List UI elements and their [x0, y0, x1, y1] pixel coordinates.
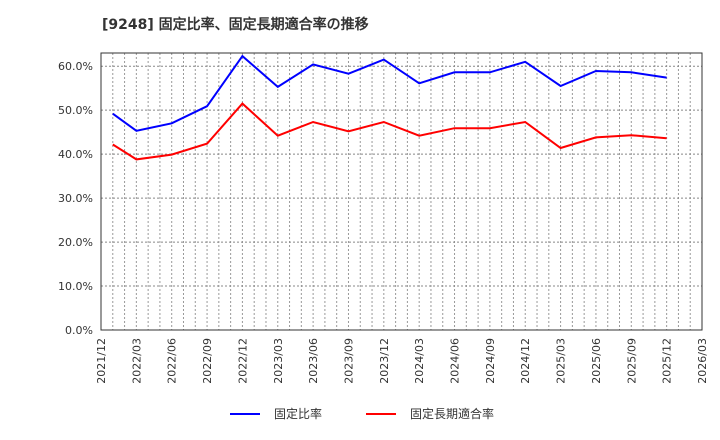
x-tick-label: 2025/09 [625, 338, 638, 384]
series-line-0 [112, 54, 667, 132]
series-line-1 [112, 102, 667, 161]
red-line-swatch-icon [366, 412, 396, 415]
x-tick-label: 2022/09 [201, 338, 214, 384]
x-tick-label: 2021/12 [95, 338, 108, 384]
x-tick-label: 2023/06 [307, 338, 320, 384]
y-tick-label: 50.0% [58, 104, 93, 117]
x-tick-label: 2023/09 [342, 338, 355, 384]
x-tick-label: 2022/03 [130, 338, 143, 384]
y-tick-label: 10.0% [58, 280, 93, 293]
legend-label: 固定長期適合率 [410, 407, 495, 421]
legend-item-fixed-long-term-ratio: 固定長期適合率 [366, 405, 494, 422]
y-tick-label: 60.0% [58, 60, 93, 73]
x-tick-label: 2024/12 [519, 338, 532, 384]
x-tick-label: 2024/06 [449, 338, 462, 384]
grid-lines [101, 53, 702, 330]
legend-item-fixed-ratio: 固定比率 [229, 405, 322, 422]
legend-label: 固定比率 [273, 407, 322, 421]
x-tick-label: 2025/03 [555, 338, 568, 384]
data-series [112, 54, 667, 161]
x-axis-ticks: 2021/12 2022/03 2022/06 2022/09 2022/12 2023/… [95, 338, 709, 384]
x-tick-label: 2022/06 [166, 338, 179, 384]
x-tick-label: 2023/12 [378, 338, 391, 384]
y-tick-label: 40.0% [58, 148, 93, 161]
y-axis-ticks: 0.0% 10.0% 20.0% 30.0% 40.0% 50.0% 60.0% [58, 60, 93, 337]
x-tick-label: 2025/12 [661, 338, 674, 384]
blue-line-swatch-icon [229, 412, 260, 415]
x-tick-label: 2024/03 [413, 338, 426, 384]
y-tick-label: 30.0% [58, 192, 93, 205]
y-tick-label: 20.0% [58, 236, 93, 249]
legend: 固定比率 固定長期適合率 [0, 405, 720, 422]
chart-title: [9248] 固定比率、固定長期適合率の推移 [102, 17, 369, 33]
x-tick-label: 2023/03 [272, 338, 285, 384]
x-tick-label: 2022/12 [236, 338, 249, 384]
x-tick-label: 2025/06 [590, 338, 603, 384]
plot-frame [100, 52, 703, 331]
y-tick-label: 0.0% [65, 324, 93, 337]
x-tick-label: 2024/09 [484, 338, 497, 384]
x-tick-label: 2026/03 [696, 338, 709, 384]
